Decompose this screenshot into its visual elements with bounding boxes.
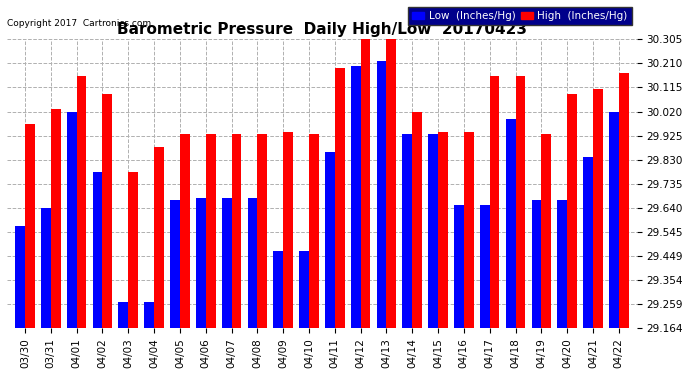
Bar	[102, 94, 112, 328]
Bar	[299, 251, 309, 328]
Bar	[41, 208, 51, 328]
Bar	[542, 134, 551, 328]
Bar	[335, 68, 344, 328]
Bar	[92, 172, 102, 328]
Bar	[609, 111, 619, 328]
Bar	[454, 205, 464, 328]
Bar	[15, 225, 25, 328]
Bar	[377, 61, 386, 328]
Bar	[428, 134, 438, 328]
Bar	[531, 200, 542, 328]
Bar	[506, 119, 515, 328]
Title: Barometric Pressure  Daily High/Low  20170423: Barometric Pressure Daily High/Low 20170…	[117, 22, 527, 37]
Bar	[206, 134, 215, 328]
Bar	[67, 111, 77, 328]
Bar	[119, 302, 128, 328]
Bar	[325, 152, 335, 328]
Bar	[567, 94, 577, 328]
Bar	[221, 198, 232, 328]
Bar	[515, 76, 525, 328]
Bar	[593, 89, 603, 328]
Bar	[257, 134, 267, 328]
Bar	[402, 134, 412, 328]
Bar	[361, 38, 371, 328]
Bar	[309, 134, 319, 328]
Bar	[154, 147, 164, 328]
Bar	[480, 205, 490, 328]
Legend: Low  (Inches/Hg), High  (Inches/Hg): Low (Inches/Hg), High (Inches/Hg)	[408, 7, 631, 25]
Bar	[196, 198, 206, 328]
Bar	[25, 124, 34, 328]
Bar	[180, 134, 190, 328]
Bar	[438, 132, 448, 328]
Bar	[248, 198, 257, 328]
Bar	[490, 76, 500, 328]
Bar	[128, 172, 138, 328]
Text: Copyright 2017  Cartronics.com: Copyright 2017 Cartronics.com	[7, 19, 151, 28]
Bar	[351, 66, 361, 328]
Bar	[412, 111, 422, 328]
Bar	[283, 132, 293, 328]
Bar	[619, 74, 629, 328]
Bar	[144, 302, 154, 328]
Bar	[232, 134, 241, 328]
Bar	[583, 157, 593, 328]
Bar	[77, 76, 86, 328]
Bar	[464, 132, 473, 328]
Bar	[51, 109, 61, 328]
Bar	[273, 251, 283, 328]
Bar	[170, 200, 180, 328]
Bar	[558, 200, 567, 328]
Bar	[386, 38, 396, 328]
